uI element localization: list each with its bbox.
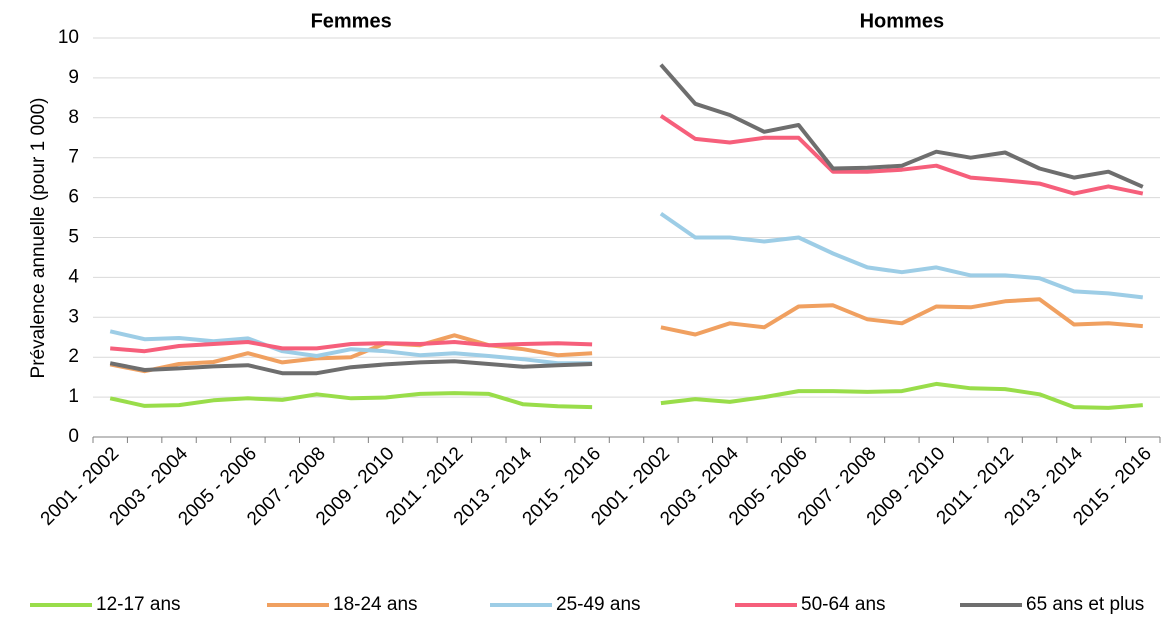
y-tick-label: 6 [68,187,79,208]
y-tick-label: 0 [68,426,79,447]
series-line [110,114,1144,354]
y-tick-label: 1 [68,386,79,407]
legend-label: 18-24 ans [333,594,418,615]
y-axis-label: Prévalence annuelle (pour 1 000) [28,98,49,379]
y-tick-label: 3 [68,306,79,327]
y-tick-label: 8 [68,107,79,128]
panel-title: Femmes [311,10,392,32]
y-tick-label: 9 [68,67,79,88]
legend-label: 12-17 ans [96,594,181,615]
legend-label: 65 ans et plus [1026,594,1144,615]
legend-label: 50-64 ans [801,594,886,615]
y-tick-label: 2 [68,346,79,367]
legend-label: 25-49 ans [556,594,641,615]
y-tick-label: 4 [68,266,79,287]
series-line [109,63,1144,376]
series-line [109,381,1143,410]
y-tick-label: 7 [68,147,79,168]
panel-title: Hommes [860,10,944,32]
series-line [109,297,1143,374]
y-tick-label: 5 [68,227,79,248]
y-tick-label: 10 [58,27,79,48]
series-line [109,211,1144,366]
